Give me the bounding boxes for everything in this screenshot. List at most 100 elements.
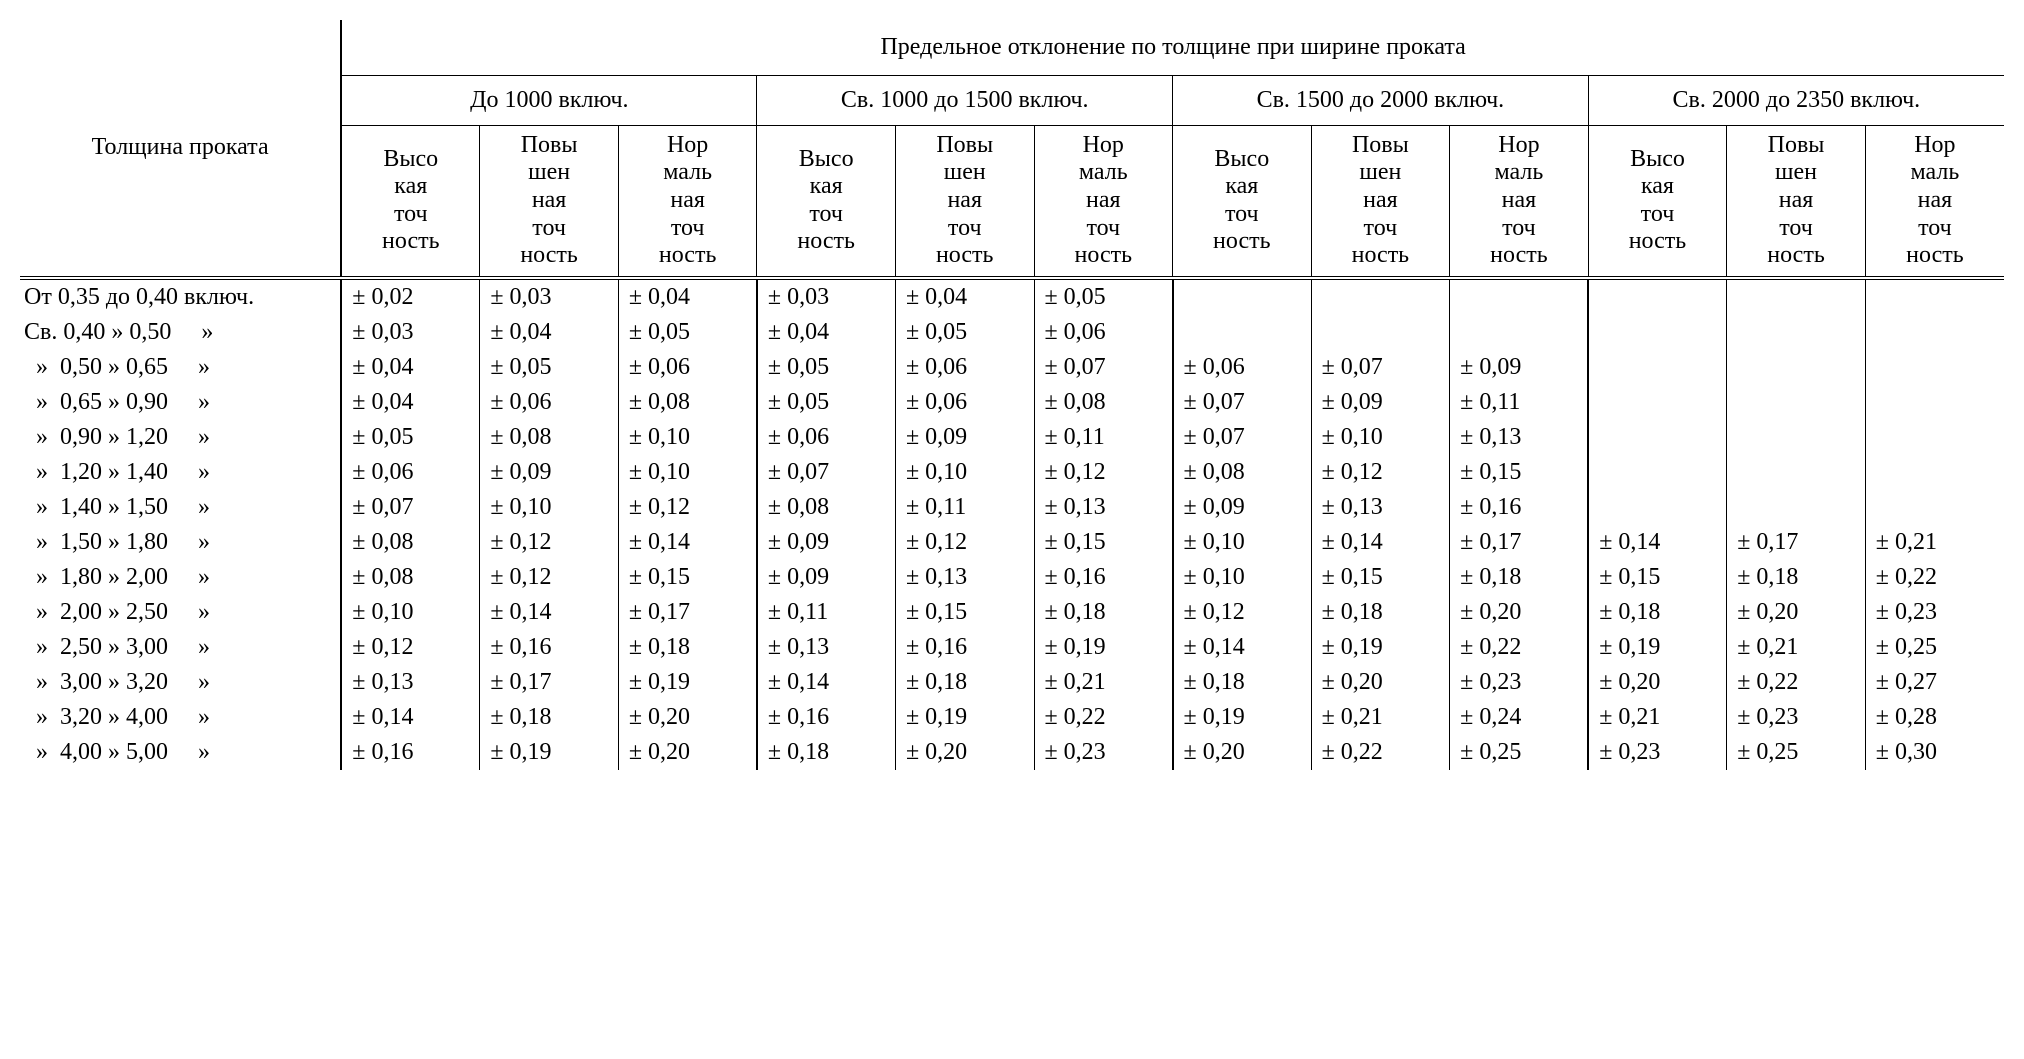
tolerance-value: ± 0,12 xyxy=(480,525,619,560)
thickness-label: Св. 0,40 » 0,50 » xyxy=(20,315,341,350)
main-header-label: Предельное отклонение по толщине при шир… xyxy=(880,34,1465,60)
tolerance-value: ± 0,18 xyxy=(618,630,757,665)
tolerance-value: ± 0,16 xyxy=(480,630,619,665)
tolerance-value: ± 0,08 xyxy=(341,560,480,595)
precision-header-normal: Нормальнаяточность xyxy=(1865,125,2004,277)
tolerance-value: ± 0,12 xyxy=(1034,455,1173,490)
tolerance-value: ± 0,21 xyxy=(1034,665,1173,700)
tolerance-value: ± 0,18 xyxy=(1588,595,1727,630)
tolerance-value xyxy=(1173,278,1312,315)
tolerance-value: ± 0,02 xyxy=(341,278,480,315)
table-row: » 1,50 » 1,80 »± 0,08± 0,12± 0,14± 0,09±… xyxy=(20,525,2004,560)
tolerance-value: ± 0,20 xyxy=(1173,735,1312,770)
tolerance-value: ± 0,20 xyxy=(895,735,1034,770)
tolerance-value: ± 0,15 xyxy=(618,560,757,595)
tolerance-value: ± 0,23 xyxy=(1450,665,1589,700)
precision-header-raised: Повышеннаяточность xyxy=(1727,125,1866,277)
tolerance-value xyxy=(1865,385,2004,420)
tolerance-value xyxy=(1588,455,1727,490)
tolerance-value: ± 0,18 xyxy=(1311,595,1450,630)
tolerance-value: ± 0,14 xyxy=(757,665,896,700)
tolerance-value xyxy=(1311,315,1450,350)
precision-header-raised: Повышеннаяточность xyxy=(1311,125,1450,277)
tolerance-value: ± 0,23 xyxy=(1588,735,1727,770)
tolerance-value: ± 0,25 xyxy=(1450,735,1589,770)
tolerance-value: ± 0,11 xyxy=(757,595,896,630)
thickness-label: » 1,80 » 2,00 » xyxy=(20,560,341,595)
thickness-label: » 2,50 » 3,00 » xyxy=(20,630,341,665)
tolerance-value: ± 0,10 xyxy=(1173,525,1312,560)
tolerance-value: ± 0,11 xyxy=(895,490,1034,525)
tolerance-value: ± 0,10 xyxy=(1173,560,1312,595)
tolerance-value: ± 0,14 xyxy=(1588,525,1727,560)
tolerance-value: ± 0,12 xyxy=(1173,595,1312,630)
tolerance-value: ± 0,06 xyxy=(480,385,619,420)
tolerance-value: ± 0,20 xyxy=(1727,595,1866,630)
thickness-label: » 1,40 » 1,50 » xyxy=(20,490,341,525)
table-row: » 3,00 » 3,20 »± 0,13± 0,17± 0,19± 0,14 ±… xyxy=(20,665,2004,700)
main-header: Предельное отклонение по толщине при шир… xyxy=(341,20,2004,76)
tolerance-value xyxy=(1727,420,1866,455)
tolerance-value: ± 0,04 xyxy=(480,315,619,350)
tolerance-value: ± 0,04 xyxy=(341,385,480,420)
tolerance-value: ± 0,16 xyxy=(895,630,1034,665)
tolerance-value: ± 0,11 xyxy=(1034,420,1173,455)
tolerance-value xyxy=(1311,278,1450,315)
row-header-label: Толщина проката xyxy=(92,134,269,160)
tolerance-value: ± 0,17 xyxy=(480,665,619,700)
tolerance-value: ± 0,04 xyxy=(341,350,480,385)
tolerance-value: ± 0,06 xyxy=(895,350,1034,385)
tolerance-value: ± 0,19 xyxy=(1173,700,1312,735)
width-group-1-label: Св. 1000 до 1500 включ. xyxy=(841,87,1089,113)
tolerance-value: ± 0,14 xyxy=(341,700,480,735)
tolerance-value: ± 0,22 xyxy=(1450,630,1589,665)
width-group-1: Св. 1000 до 1500 включ. xyxy=(757,76,1173,126)
tolerance-value: ± 0,16 xyxy=(757,700,896,735)
tolerance-value: ± 0,05 xyxy=(341,420,480,455)
tolerance-value: ± 0,05 xyxy=(757,350,896,385)
tolerance-value: ± 0,10 xyxy=(341,595,480,630)
tolerance-value: ± 0,24 xyxy=(1450,700,1589,735)
tolerance-value: ± 0,05 xyxy=(1034,278,1173,315)
thickness-label: » 0,90 » 1,20 » xyxy=(20,420,341,455)
tolerance-value: ± 0,08 xyxy=(341,525,480,560)
tolerance-value: ± 0,19 xyxy=(895,700,1034,735)
tolerance-value xyxy=(1588,315,1727,350)
tolerance-value xyxy=(1588,490,1727,525)
tolerance-value: ± 0,15 xyxy=(1034,525,1173,560)
tolerance-value: ± 0,23 xyxy=(1727,700,1866,735)
tolerance-value xyxy=(1865,315,2004,350)
tolerance-value: ± 0,03 xyxy=(757,278,896,315)
tolerance-table: Толщина проката Предельное отклонение по… xyxy=(20,20,2004,770)
tolerance-value xyxy=(1450,278,1589,315)
tolerance-value: ± 0,13 xyxy=(1034,490,1173,525)
tolerance-value: ± 0,07 xyxy=(1173,385,1312,420)
tolerance-value: ± 0,19 xyxy=(1311,630,1450,665)
tolerance-value: ± 0,21 xyxy=(1727,630,1866,665)
table-row: » 3,20 » 4,00 »± 0,14± 0,18± 0,20± 0,16±… xyxy=(20,700,2004,735)
tolerance-value: ± 0,20 xyxy=(618,735,757,770)
thickness-label: » 0,50 » 0,65 » xyxy=(20,350,341,385)
thickness-label: » 3,20 » 4,00 » xyxy=(20,700,341,735)
tolerance-value xyxy=(1865,350,2004,385)
tolerance-value: ± 0,18 xyxy=(480,700,619,735)
thickness-label: » 3,00 » 3,20 » xyxy=(20,665,341,700)
tolerance-value: ± 0,19 xyxy=(618,665,757,700)
tolerance-value xyxy=(1588,420,1727,455)
tolerance-value: ± 0,19 xyxy=(1034,630,1173,665)
tolerance-value: ± 0,14 xyxy=(1311,525,1450,560)
table-row: » 0,65 » 0,90 »± 0,04± 0,06± 0,08± 0,05±… xyxy=(20,385,2004,420)
tolerance-value xyxy=(1865,278,2004,315)
tolerance-value xyxy=(1588,385,1727,420)
tolerance-value: ± 0,27 xyxy=(1865,665,2004,700)
tolerance-value: ± 0,28 xyxy=(1865,700,2004,735)
tolerance-value: ± 0,04 xyxy=(618,278,757,315)
tolerance-value: ± 0,13 xyxy=(341,665,480,700)
tolerance-value: ± 0,07 xyxy=(757,455,896,490)
tolerance-value: ± 0,06 xyxy=(618,350,757,385)
width-group-2: Св. 1500 до 2000 включ. xyxy=(1173,76,1589,126)
tolerance-value: ± 0,15 xyxy=(1311,560,1450,595)
tolerance-value: ± 0,22 xyxy=(1865,560,2004,595)
tolerance-value: ± 0,13 xyxy=(757,630,896,665)
tolerance-value: ± 0,09 xyxy=(757,560,896,595)
